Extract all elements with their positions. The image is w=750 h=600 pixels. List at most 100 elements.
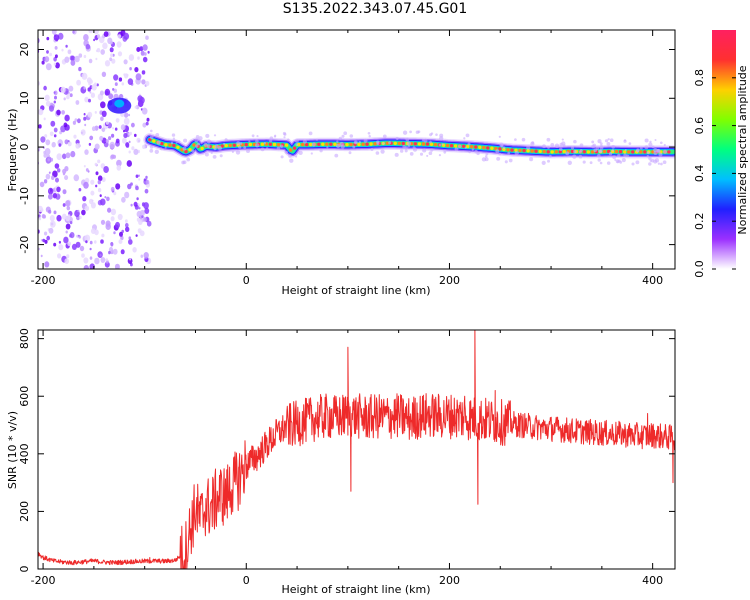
spectrogram-track-halo xyxy=(231,150,235,154)
spectrogram-noise-dot xyxy=(141,107,148,115)
spectrogram-track-halo xyxy=(149,135,154,140)
spectrogram-noise-dot xyxy=(130,203,133,207)
spectrogram-noise-dot xyxy=(101,233,105,238)
snr-y-tick-label: 800 xyxy=(18,328,31,349)
spectrogram-noise-dot xyxy=(74,55,80,63)
spectrogram-track-core xyxy=(482,145,486,150)
spectrogram-noise-dot xyxy=(75,100,80,105)
spectrogram-noise-dot xyxy=(136,137,141,143)
spectrogram-track-halo xyxy=(343,131,348,136)
spectrogram-track-core xyxy=(470,145,474,149)
spectrogram-track-halo xyxy=(182,146,187,151)
snr-plot-area xyxy=(38,330,675,569)
spectrogram-noise-dot xyxy=(136,210,142,218)
spectrogram-noise-dot xyxy=(118,239,123,245)
spectrogram-noise-dot xyxy=(55,62,60,69)
spectrogram-noise-dot xyxy=(121,196,126,203)
spectrogram-noise-dot xyxy=(76,79,81,86)
spectrogram-track-halo xyxy=(565,151,570,156)
spectrogram-noise-dot xyxy=(113,88,118,93)
spectrogram-noise-dot xyxy=(112,127,114,130)
spectrogram-track-halo xyxy=(260,147,265,152)
spectrogram-noise-dot xyxy=(97,180,102,185)
spectrogram-noise-dot xyxy=(53,242,57,247)
spectrogram-noise-dot xyxy=(120,124,126,131)
spectrogram-noise-dot xyxy=(61,153,67,160)
spectrogram-track-halo xyxy=(443,150,447,154)
spectrogram-track-core xyxy=(192,143,196,147)
spectrogram-track-core xyxy=(224,143,228,148)
spectrogram-track-halo xyxy=(243,146,247,150)
spectrogram-track-halo xyxy=(611,144,616,149)
spectrogram-noise-dot xyxy=(61,48,64,52)
spectrogram-track-halo xyxy=(294,138,299,143)
spectrogram-noise-dot xyxy=(99,254,102,257)
spectrogram-track-halo xyxy=(354,141,357,144)
spectrogram-track-halo xyxy=(302,139,307,144)
spectrogram-track-halo xyxy=(635,160,640,165)
spectrogram-noise-dot xyxy=(52,170,58,178)
spectrogram-track-halo xyxy=(319,149,323,153)
spectrogram-noise-dot xyxy=(43,85,47,91)
spectrogram-track-halo xyxy=(547,159,550,163)
spectrogram-track-halo xyxy=(239,142,243,145)
spectrogram-track-halo xyxy=(388,141,392,145)
spectrogram-noise-dot xyxy=(127,183,132,190)
spectrogram-y-tick-label: 0 xyxy=(18,144,31,151)
spectrogram-track-halo xyxy=(274,134,277,137)
spectrogram-track-halo xyxy=(485,152,489,156)
spectrogram-track-core xyxy=(413,142,418,146)
spectrogram-noise-dot xyxy=(125,223,129,228)
spectrogram-track-halo xyxy=(191,149,195,153)
spectrogram-noise-dot xyxy=(44,148,51,156)
spectrogram-track-halo xyxy=(653,147,658,153)
spectrogram-noise-dot xyxy=(79,215,82,220)
spectrogram-noise-dot xyxy=(77,118,81,124)
spectrogram-noise-dot xyxy=(64,175,69,181)
spectrogram-track-core xyxy=(478,145,482,149)
spectrogram-noise-dot xyxy=(69,232,75,239)
spectrogram-noise-dot xyxy=(116,41,122,48)
spectrogram-track-halo xyxy=(662,160,667,165)
spectrogram-track-core xyxy=(288,148,293,152)
spectrogram-noise-dot xyxy=(109,47,114,53)
spectrogram-track-halo xyxy=(375,151,380,155)
spectrogram-noise-dot xyxy=(83,265,89,269)
spectrogram-noise-dot xyxy=(123,117,130,125)
spectrogram-noise-dot xyxy=(128,113,131,117)
spectrogram-track-halo xyxy=(438,143,442,147)
spectrogram-noise-dot xyxy=(90,202,96,209)
spectrogram-noise-dot xyxy=(106,196,110,202)
spectrogram-track-halo xyxy=(159,147,163,151)
spectrogram-track-halo xyxy=(206,139,212,144)
spectrogram-noise-dot xyxy=(58,240,62,244)
spectrogram-noise-dot xyxy=(103,166,109,173)
spectrogram-track-halo xyxy=(649,140,652,143)
spectrogram-noise-dot xyxy=(89,247,92,251)
spectrogram-track-halo xyxy=(526,145,531,150)
spectrogram-track-halo xyxy=(212,155,217,159)
colorbar-tick-label: 0.2 xyxy=(693,212,706,230)
spectrogram-noise-dot xyxy=(128,236,132,240)
spectrogram-noise-dot xyxy=(105,139,109,144)
spectrogram-noise-dot xyxy=(75,143,80,149)
spectrogram-track-core xyxy=(200,146,204,151)
spectrogram-noise-dot xyxy=(104,60,111,67)
spectrogram-noise-dot xyxy=(65,230,68,234)
spectrogram-noise-dot xyxy=(65,44,68,48)
snr-y-ticks: 0 200 400 600 800 xyxy=(18,328,675,573)
spectrogram-track-halo xyxy=(639,146,643,150)
spectrogram-track-halo xyxy=(295,143,299,147)
spectrogram-track-core xyxy=(365,142,369,146)
spectrogram-track-halo xyxy=(194,138,199,143)
spectrogram-noise-dot xyxy=(69,93,73,98)
spectrogram-noise-dot xyxy=(65,223,71,230)
spectrogram-noise-dot xyxy=(72,30,75,34)
spectrogram-track-halo xyxy=(468,150,471,154)
spectrogram-track-halo xyxy=(628,142,632,145)
spectrogram-track-halo xyxy=(607,138,610,141)
spectrogram-track-core xyxy=(385,141,389,145)
spectrogram-track-halo xyxy=(514,138,517,141)
spectrogram-track-core xyxy=(643,150,647,154)
spectrogram-track-halo xyxy=(578,154,583,159)
